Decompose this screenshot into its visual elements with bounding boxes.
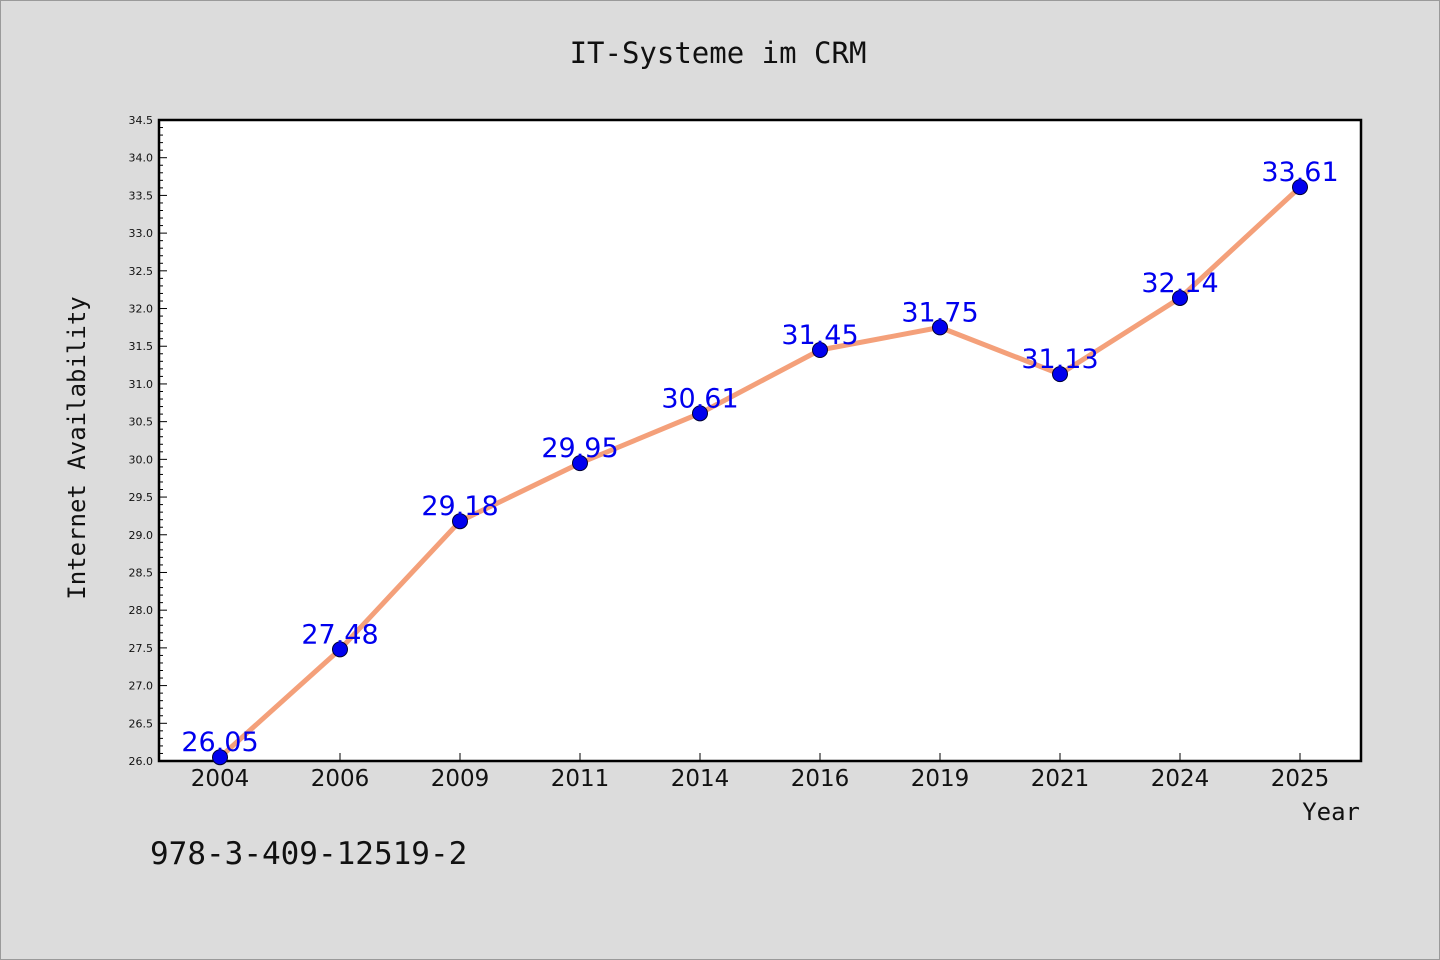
data-point [692, 405, 708, 422]
data-label: 29.95 [541, 433, 618, 464]
y-tick-label: 29.0 [129, 529, 154, 542]
data-point [212, 749, 228, 766]
x-tick-label: 2006 [311, 766, 370, 792]
y-axis-label: Internet Availability [63, 296, 91, 599]
data-point [812, 342, 828, 359]
x-tick-label: 2021 [1031, 766, 1090, 792]
x-tick-label: 2009 [431, 766, 490, 792]
x-tick-label: 2011 [551, 766, 610, 792]
x-tick-label: 2014 [671, 766, 730, 792]
data-series: 26.05 27.48 29.18 29.95 30.61 31.45 31.75 31.13… [181, 157, 1339, 766]
series-line [217, 184, 1303, 760]
chart-title: IT-Systeme im CRM [570, 36, 867, 70]
y-tick-label: 34.0 [129, 152, 154, 165]
x-tick-label: 2025 [1271, 766, 1330, 792]
y-tick-label: 32.5 [129, 265, 154, 278]
y-tick-label: 34.5 [129, 114, 154, 127]
y-tick-label: 32.0 [129, 303, 154, 316]
data-label: 31.45 [781, 320, 858, 351]
data-label: 26.05 [181, 727, 258, 758]
y-axis: 26.0 26.5 27.0 27.5 28.0 28.5 29.0 29.5 30.0 30.5… [129, 114, 167, 768]
x-tick-label: 2024 [1151, 766, 1210, 792]
footer-code: 978-3-409-12519-2 [150, 836, 467, 872]
y-tick-label: 31.5 [129, 340, 154, 353]
y-tick-label: 33.5 [129, 189, 154, 202]
data-point [1172, 289, 1188, 306]
x-tick-label: 2019 [911, 766, 970, 792]
data-label: 31.13 [1021, 344, 1098, 375]
y-tick-label: 26.0 [129, 755, 154, 768]
data-point [332, 641, 348, 658]
y-tick-label: 28.5 [129, 566, 154, 579]
x-tick-label: 2016 [791, 766, 850, 792]
y-tick-label: 29.5 [129, 491, 154, 504]
y-tick-label: 33.0 [129, 227, 154, 240]
data-label: 27.48 [301, 619, 378, 650]
data-label: 32.14 [1141, 268, 1218, 299]
x-axis: 2004 2006 2009 2011 2014 2016 2019 2021 2024 2025 [191, 753, 1330, 792]
data-label: 29.18 [421, 491, 498, 522]
y-tick-label: 27.5 [129, 642, 154, 655]
plot-area [157, 118, 1363, 763]
data-point [572, 455, 588, 472]
data-point [1292, 179, 1308, 196]
y-tick-label: 26.5 [129, 717, 154, 730]
data-label: 33.61 [1261, 157, 1338, 188]
y-tick-label: 30.5 [129, 416, 154, 429]
y-tick-label: 27.0 [129, 680, 154, 693]
data-point [1052, 366, 1068, 383]
data-label: 30.61 [661, 383, 738, 414]
data-point [452, 513, 468, 530]
data-label: 31.75 [901, 297, 978, 328]
x-tick-label: 2004 [191, 766, 250, 792]
y-tick-label: 30.0 [129, 453, 154, 466]
x-axis-label: Year [1302, 798, 1360, 826]
y-tick-label: 31.0 [129, 378, 154, 391]
y-tick-label: 28.0 [129, 604, 154, 617]
data-point [932, 319, 948, 336]
